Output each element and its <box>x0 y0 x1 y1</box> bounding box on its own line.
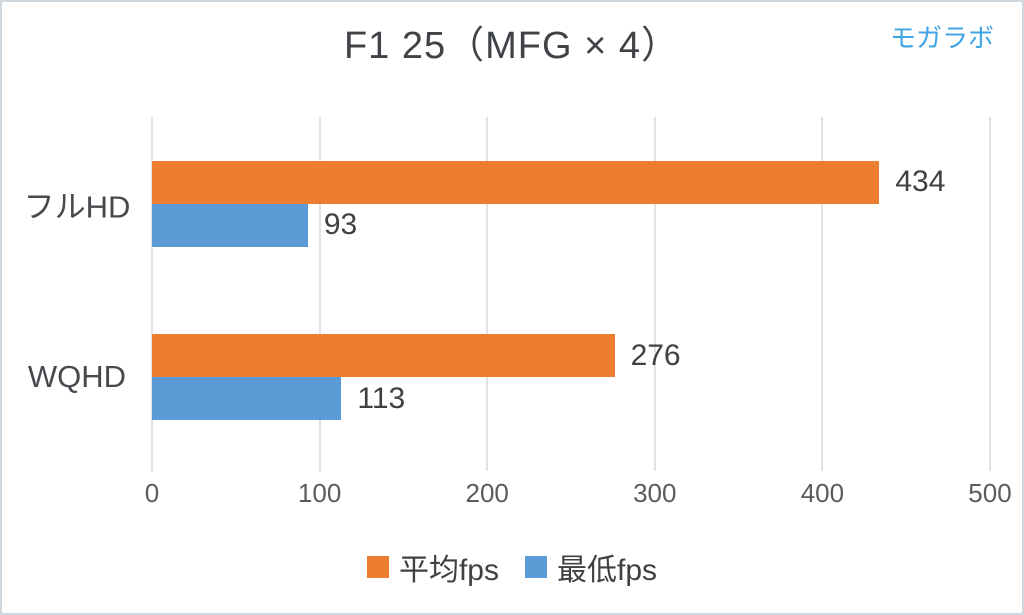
legend-swatch <box>525 556 547 578</box>
legend-item: 平均fps <box>366 545 499 589</box>
bar-value-label: 93 <box>323 208 358 242</box>
gridline <box>989 117 991 471</box>
x-tick-label: 500 <box>968 478 1012 508</box>
category-axis: フルHD WQHD <box>2 117 152 464</box>
legend-label: 平均fps <box>398 554 499 587</box>
bar <box>152 377 342 421</box>
legend-label: 最低fps <box>557 554 658 587</box>
bar <box>152 203 308 247</box>
x-tick-label: 400 <box>800 478 845 508</box>
brand-watermark: モガラボ <box>889 23 994 53</box>
gridline <box>654 117 656 471</box>
gridline <box>151 117 153 471</box>
category-label: フルHD <box>23 189 131 225</box>
x-axis: 0 100 200 300 400 500 <box>145 478 1012 508</box>
bar-value-label: 276 <box>630 338 681 372</box>
legend-swatch <box>366 556 389 578</box>
x-tick-label: 200 <box>465 478 509 508</box>
category-label: WQHD <box>27 359 127 395</box>
chart-title: F1 25（MFG × 4） <box>343 25 681 67</box>
x-tick-label: 100 <box>297 478 342 508</box>
gridline <box>319 117 321 471</box>
legend-item: 最低fps <box>525 545 657 589</box>
x-tick-label: 300 <box>633 478 677 508</box>
gridline <box>486 117 488 471</box>
bar-value-label: 434 <box>895 165 946 199</box>
gridline <box>821 117 823 471</box>
bar-value-label: 113 <box>357 381 406 415</box>
x-tick-label: 0 <box>144 478 160 508</box>
legend: 平均fps 最低fps <box>2 545 1022 589</box>
plot-area: 434 93 276 113 <box>151 117 991 471</box>
bar <box>152 160 880 204</box>
bar <box>152 334 615 378</box>
